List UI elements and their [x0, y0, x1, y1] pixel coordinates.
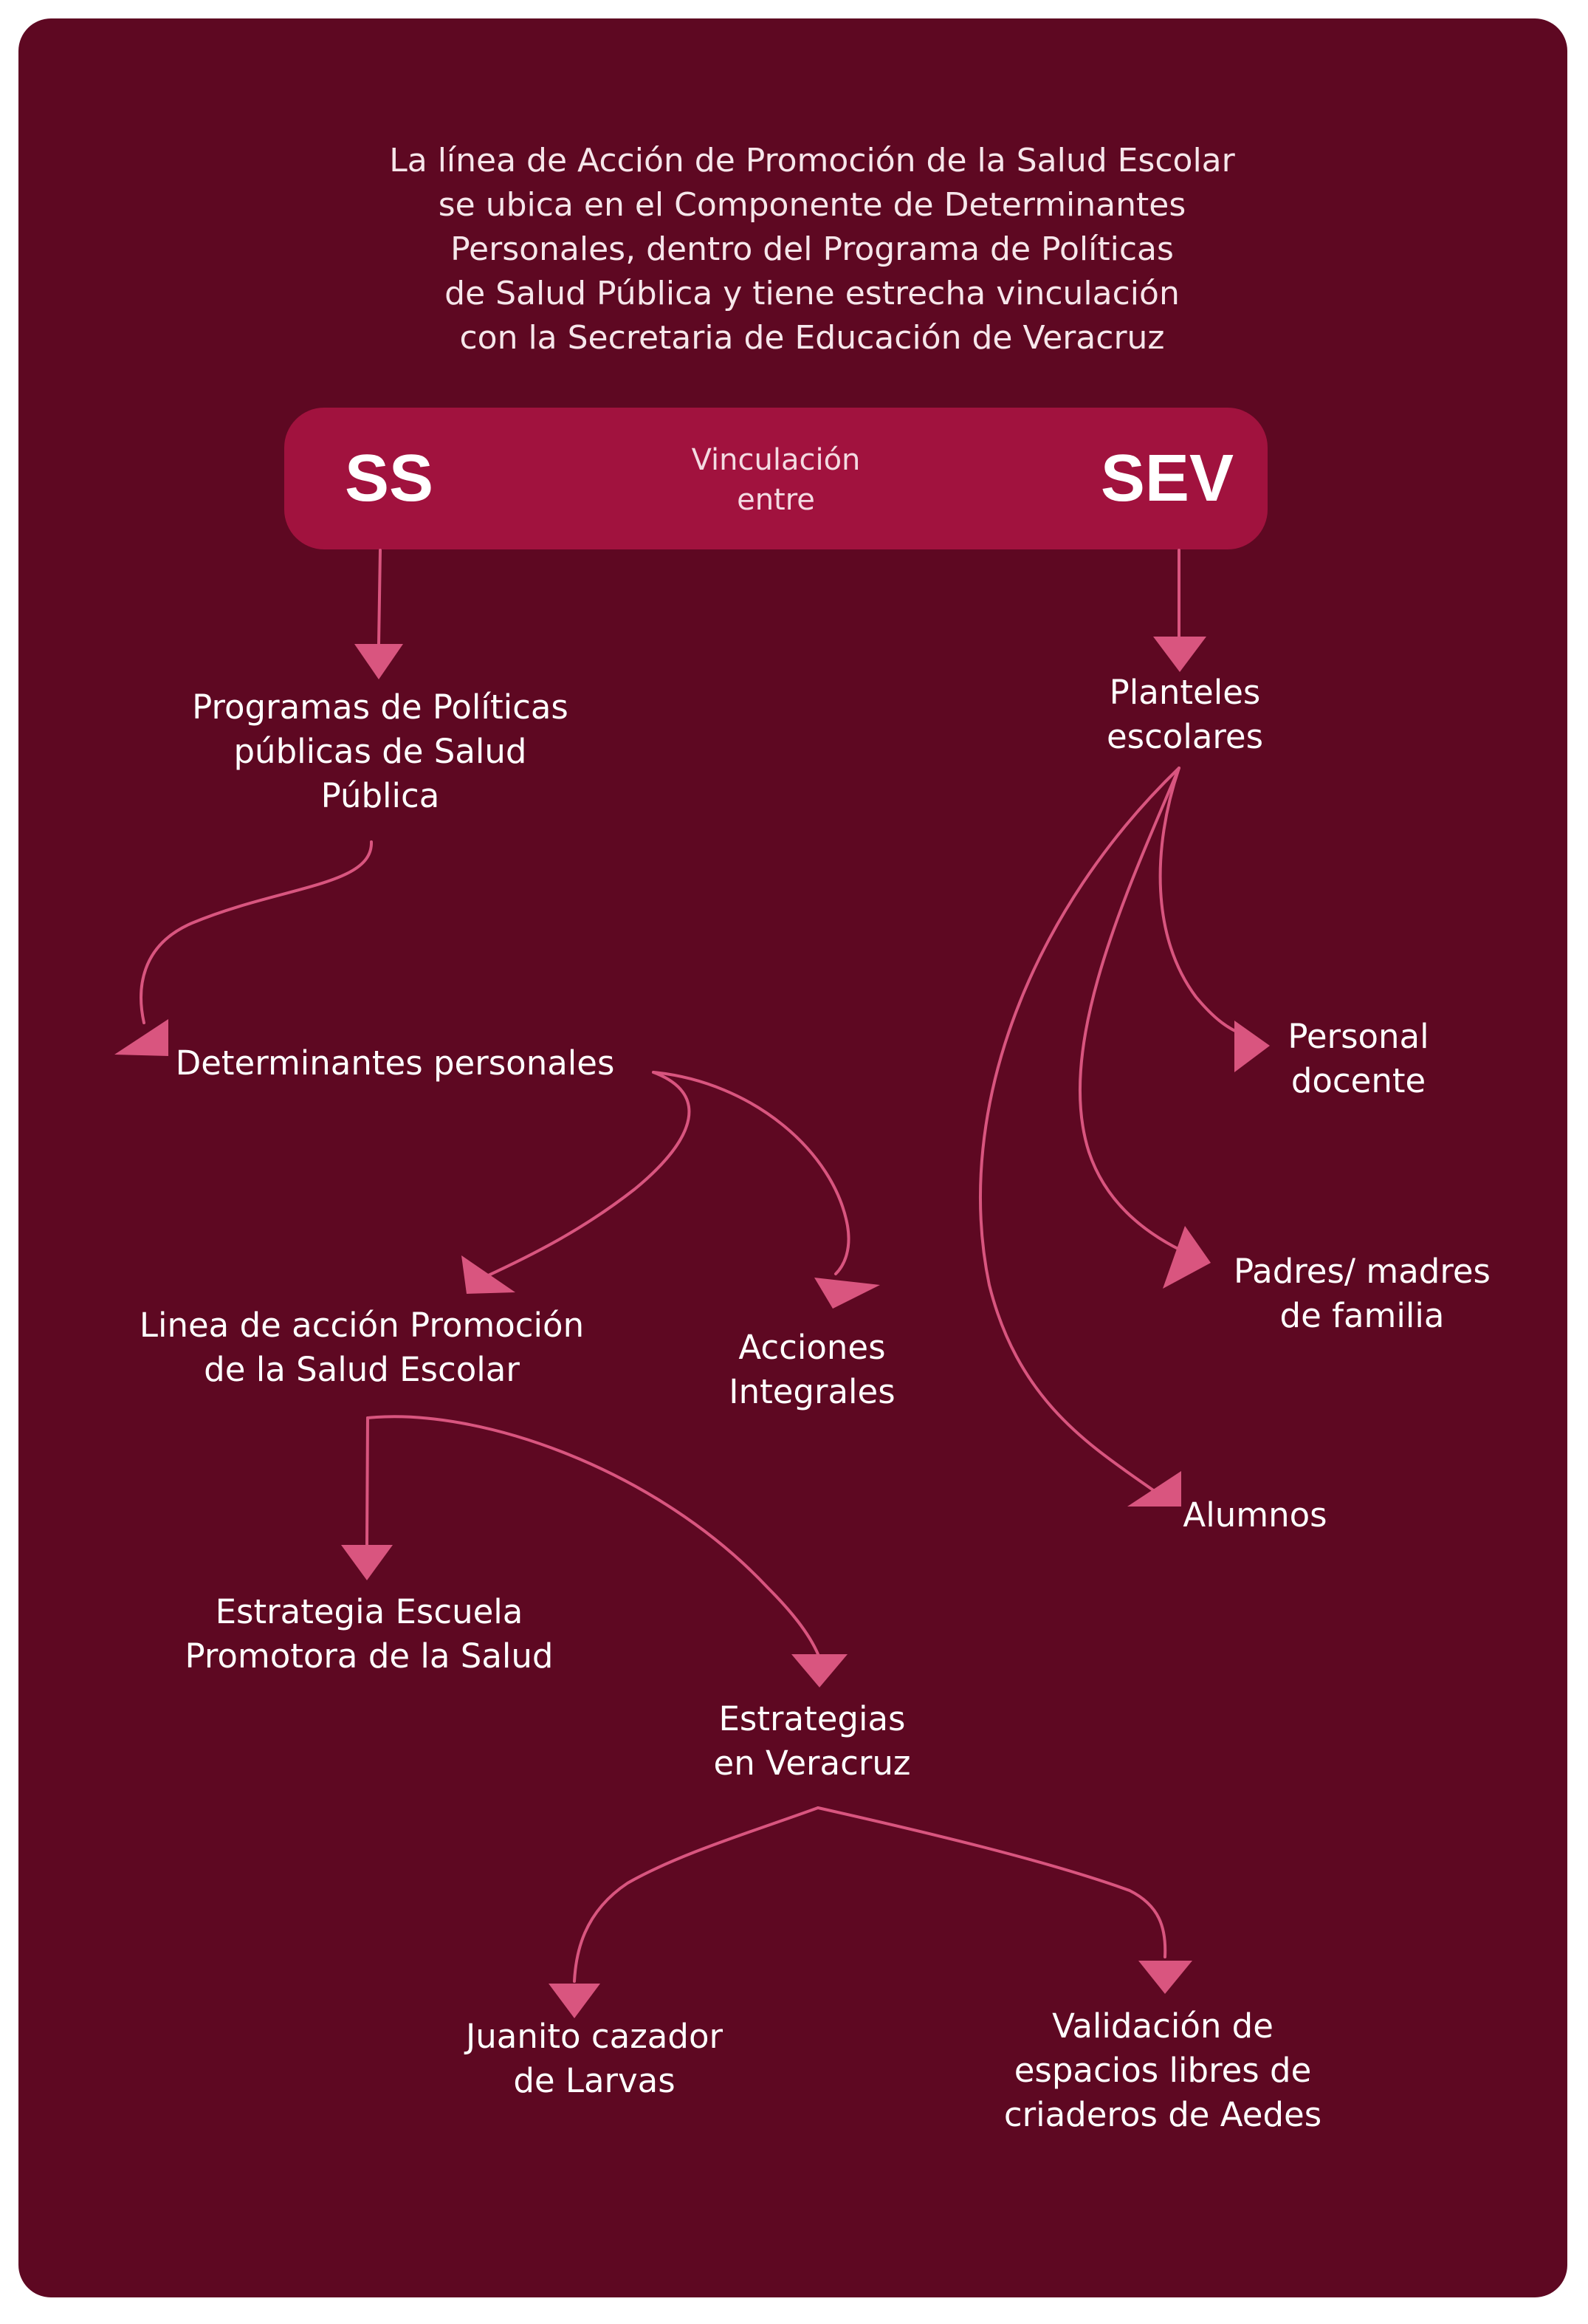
node-planteles: Planteles escolares	[1106, 673, 1264, 756]
node-padres-madres: Padres/ madres de familia	[1234, 1252, 1491, 1335]
edge-ss-programas	[377, 549, 382, 645]
arrowhead-estrategias	[791, 1654, 848, 1687]
edge-linea-escuela	[365, 1416, 369, 1546]
node-determinantes: Determinantes personales	[175, 1043, 615, 1083]
edge-determinantes-acciones	[652, 1071, 850, 1275]
arrowhead-validacion	[1138, 1961, 1192, 1994]
vinculacion-bar: SS Vinculación entre SEV	[284, 408, 1268, 549]
edge-programas-determinantes	[140, 840, 374, 1024]
arrowhead-linea	[461, 1255, 515, 1294]
vinculacion-label: Vinculación entre	[691, 443, 861, 517]
edge-planteles-padres	[1079, 767, 1190, 1255]
edge-estrategias-validacion	[817, 1806, 1167, 1958]
edge-determinantes-linea	[482, 1071, 691, 1279]
node-validacion: Validación de espacios libres de criader…	[1003, 2006, 1322, 2134]
node-linea-accion: Linea de acción Promoción de la Salud Es…	[139, 1306, 585, 1389]
edge-planteles-alumnos	[979, 767, 1180, 1493]
arrowhead-planteles	[1153, 637, 1206, 672]
arrowhead-acciones	[814, 1278, 880, 1309]
arrowhead-personal	[1234, 1021, 1270, 1072]
arrowhead-alumnos	[1127, 1471, 1181, 1507]
node-acciones-integrales: Acciones Integrales	[729, 1328, 896, 1411]
arrowhead-padres	[1163, 1226, 1211, 1289]
ss-label: SS	[345, 442, 434, 515]
intro-text: La línea de Acción de Promoción de la Sa…	[389, 142, 1235, 357]
edge-linea-estrategias	[366, 1415, 819, 1656]
node-personal-docente: Personal docente	[1288, 1017, 1429, 1100]
arrowhead-determinantes	[114, 1019, 168, 1056]
diagram-panel	[18, 18, 1567, 2297]
arrowhead-escuela	[341, 1545, 393, 1580]
edge-planteles-personal	[1158, 767, 1249, 1038]
node-escuela-promotora: Estrategia Escuela Promotora de la Salud	[185, 1592, 554, 1676]
node-juanito: Juanito cazador de Larvas	[466, 2017, 723, 2100]
node-alumnos: Alumnos	[1183, 1495, 1327, 1535]
arrowhead-juanito	[549, 1984, 600, 2018]
edge-estrategias-juanito	[573, 1806, 819, 1983]
node-programas: Programas de Políticas públicas de Salud…	[192, 688, 568, 815]
node-estrategias-veracruz: Estrategias en Veracruz	[713, 1699, 911, 1783]
arrowhead-programas	[354, 644, 403, 679]
sev-label: SEV	[1100, 442, 1234, 515]
